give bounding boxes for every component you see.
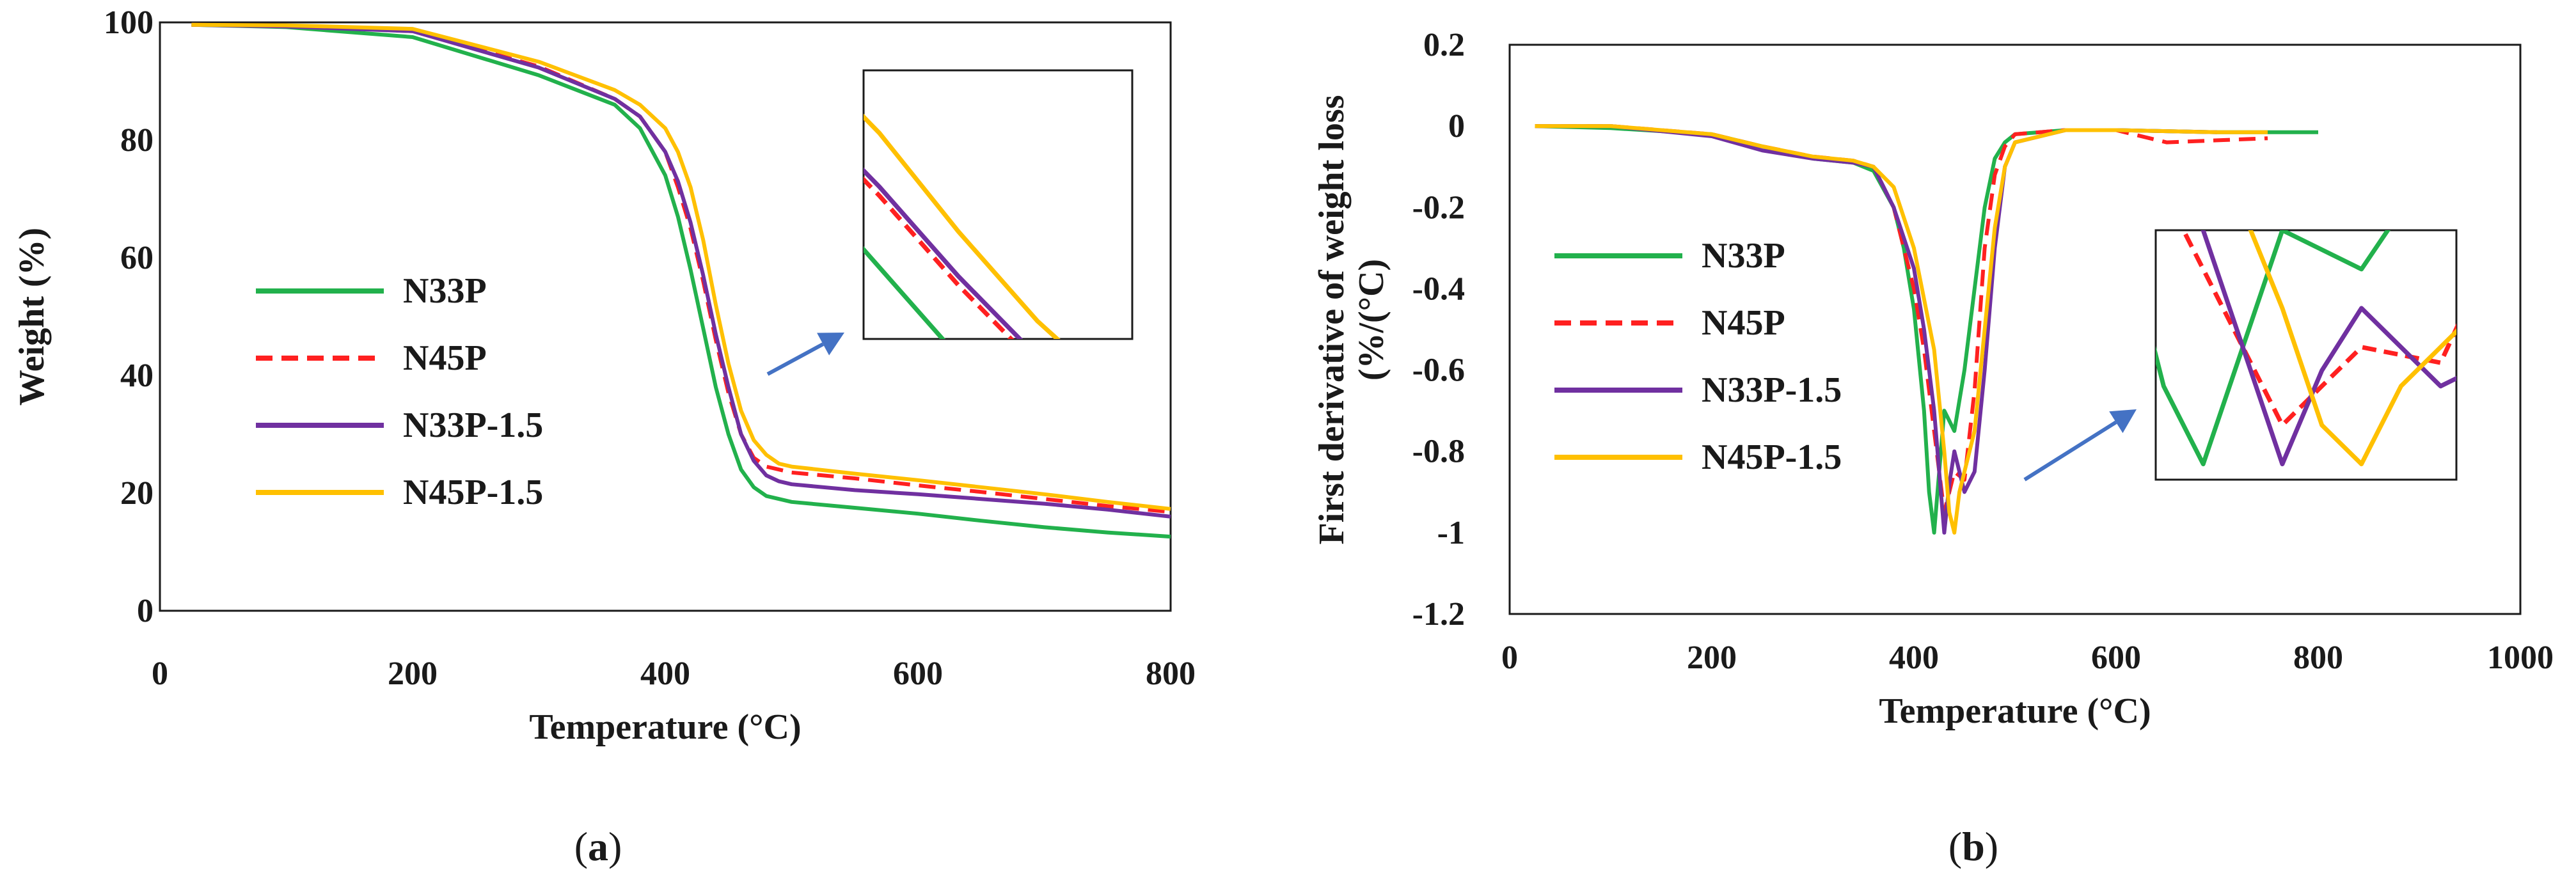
panel-b-label: (b) (1948, 824, 1998, 869)
panel-a-label: (a) (574, 824, 622, 869)
panel-b-x-tick-label: 1000 (2487, 640, 2554, 676)
panel-a-chart: 0 20 40 60 80 100 0 200 400 600 800 Weight (%) Te… (12, 4, 1196, 869)
panel-a-y-tick-label: 80 (120, 122, 154, 159)
panel-b-chart: 0.2 0 -0.2 -0.4 -0.6 -0.8 -1 -1.2 0 200 400 600 800… (1312, 27, 2554, 869)
panel-a-series-n33p (191, 22, 1171, 539)
panel-a-inset-series-n45p-1-5 (864, 113, 1061, 339)
panel-a-legend-label-n45p: N45P (403, 338, 487, 378)
panel-a-y-tick-label: 60 (120, 240, 154, 276)
panel-a-inset-arrow-head (817, 333, 844, 356)
panel-b-inset-arrow-shaft (2023, 420, 2117, 482)
panel-a-legend-label-n45p-1-5: N45P-1.5 (403, 473, 543, 512)
panel-a-legend-label-n33p: N33P (403, 271, 487, 311)
panel-b-legend: N33P N45P N33P-1.5 N45P-1.5 (1554, 236, 1842, 477)
panel-b-x-tick-label: 600 (2091, 640, 2141, 676)
panel-a-x-tick-label: 600 (893, 656, 943, 692)
panel-b-y-tick-label: -0.6 (1412, 352, 1465, 389)
panel-b-y-tick-label: -1 (1437, 515, 1465, 551)
panel-b-x-tick-label: 200 (1687, 640, 1737, 676)
panel-b-y-tick-label: -0.4 (1412, 271, 1465, 307)
panel-a-series-n45p-1-5 (191, 22, 1171, 511)
panel-b-legend-label-n45p-1-5: N45P-1.5 (1702, 437, 1842, 477)
panel-a-letter: a (588, 824, 608, 869)
panel-b-inset-series-n45p-1-5 (2248, 230, 2456, 467)
panel-b-inset-series-n33p (2156, 230, 2391, 467)
panel-b-x-tick-label: 800 (2293, 640, 2343, 676)
panel-a-inset-arrow-shaft (766, 342, 825, 376)
panel-b-y-tick-label: 0 (1448, 108, 1465, 145)
panel-b-letter: b (1962, 824, 1985, 869)
panel-b-inset-series-n33p-1-5 (2201, 230, 2456, 467)
panel-b-x-tick-label: 400 (1889, 640, 1939, 676)
panel-b-legend-label-n45p: N45P (1702, 303, 1785, 343)
panel-a-y-tick-label: 0 (137, 593, 154, 629)
panel-b-series-n45p-1-5 (1535, 124, 2268, 535)
panel-b-y-tick-label: -0.2 (1412, 189, 1465, 226)
panel-a-x-tick-label: 400 (640, 656, 690, 692)
panel-b-plot-frame (1508, 43, 2522, 615)
panel-b-series-n33p-1-5 (1535, 124, 2218, 535)
panel-b-x-axis-label: Temperature (°C) (1879, 691, 2151, 731)
panel-b-legend-label-n33p-1-5: N33P-1.5 (1702, 370, 1842, 410)
panel-b-zoom-inset (2023, 229, 2458, 482)
panel-a-x-tick-label: 0 (152, 656, 168, 692)
panel-a-legend: N33P N45P N33P-1.5 N45P-1.5 (256, 271, 543, 512)
panel-b-y-axis-label-line1: First derivative of weight loss (1312, 95, 1352, 545)
panel-a-series-n33p-1-5 (191, 22, 1171, 519)
panel-a-y-axis-label: Weight (%) (12, 228, 52, 405)
panel-b-x-tick-label: 0 (1501, 640, 1518, 676)
panel-b-legend-label-n33p: N33P (1702, 236, 1785, 276)
panel-a-x-axis-label: Temperature (°C) (529, 707, 801, 747)
panel-b-y-tick-label: 0.2 (1423, 27, 1465, 63)
panel-a-x-tick-label: 200 (388, 656, 438, 692)
panel-a-plot-frame (159, 21, 1172, 612)
panel-b-y-axis-label-line2: (%/(°C) (1352, 259, 1391, 381)
panel-a-x-tick-label: 800 (1146, 656, 1196, 692)
panel-b-inset-arrow-head (2109, 409, 2137, 434)
panel-a-legend-label-n33p-1-5: N33P-1.5 (403, 405, 543, 445)
panel-a-inset-frame (862, 69, 1134, 340)
panel-b-y-tick-label: -1.2 (1412, 596, 1465, 633)
panel-a-y-tick-label: 20 (120, 475, 154, 512)
panel-b-y-tick-label: -0.8 (1412, 434, 1465, 470)
panel-a-y-tick-label: 40 (120, 358, 154, 394)
panel-a-y-tick-label: 100 (104, 4, 154, 41)
panel-a-zoom-inset (766, 69, 1134, 376)
